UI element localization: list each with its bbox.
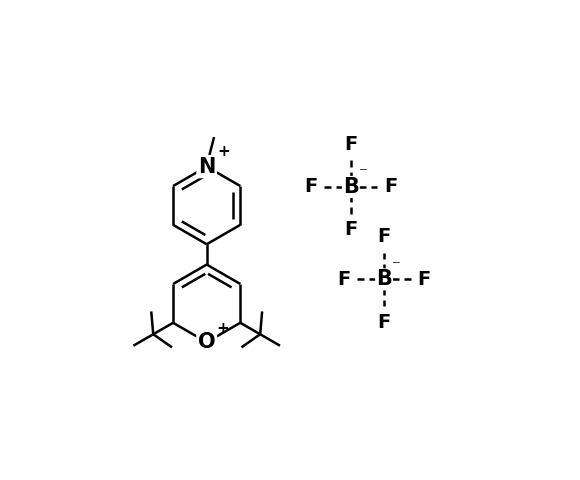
- Text: F: F: [344, 135, 357, 154]
- Text: F: F: [378, 227, 391, 246]
- Text: O: O: [198, 332, 216, 352]
- Text: ⁻: ⁻: [359, 165, 368, 182]
- Text: +: +: [216, 321, 229, 336]
- Text: F: F: [378, 312, 391, 332]
- Text: B: B: [376, 269, 392, 289]
- Text: F: F: [384, 178, 397, 196]
- Text: F: F: [338, 270, 351, 289]
- Text: F: F: [418, 270, 430, 289]
- Text: ⁻: ⁻: [392, 257, 401, 275]
- Text: F: F: [304, 178, 318, 196]
- Text: B: B: [343, 177, 359, 197]
- Text: +: +: [217, 144, 230, 158]
- Text: F: F: [344, 220, 357, 239]
- Text: N: N: [198, 156, 215, 177]
